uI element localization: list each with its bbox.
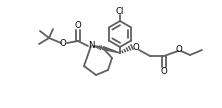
- Text: O: O: [75, 21, 81, 30]
- Text: Cl: Cl: [116, 7, 124, 16]
- Text: N: N: [88, 40, 94, 49]
- Text: O: O: [60, 38, 66, 48]
- Text: O: O: [161, 67, 167, 75]
- Text: O: O: [133, 44, 139, 52]
- Text: O: O: [176, 44, 182, 53]
- Polygon shape: [103, 47, 120, 53]
